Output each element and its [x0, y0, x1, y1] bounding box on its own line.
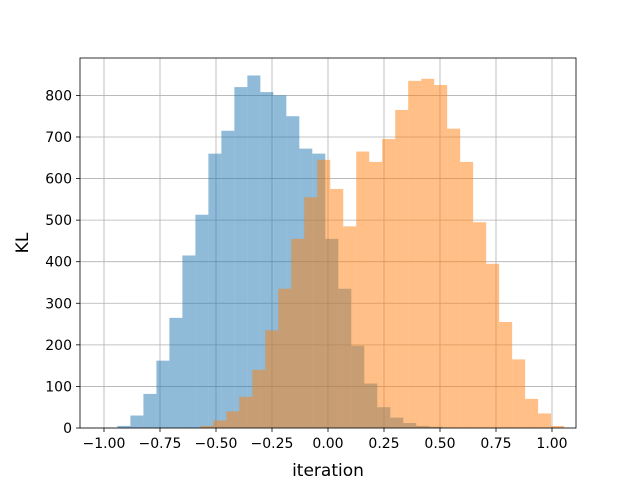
histogram-bar-series-1 [382, 139, 396, 428]
histogram-bar-series-0 [156, 360, 170, 428]
x-tick-label: −0.25 [251, 436, 294, 452]
x-tick-label: 0.25 [368, 436, 399, 452]
x-tick-label: −0.50 [195, 436, 238, 452]
histogram-bar-series-1 [304, 197, 318, 428]
x-tick-label: 1.00 [536, 436, 567, 452]
y-tick-label: 0 [63, 421, 72, 437]
axis-ticks: −1.00 −0.75 −0.50 −0.25 0.00 0.25 0.50 0.75 1.00… [45, 88, 567, 452]
y-tick-label: 100 [45, 379, 72, 395]
histogram-bar-series-1 [447, 128, 461, 428]
y-tick-label: 700 [45, 130, 72, 146]
histogram-bar-series-0 [195, 214, 209, 428]
histogram-bar-series-1 [486, 263, 500, 428]
histogram-bar-series-0 [182, 255, 196, 428]
histogram-bar-series-0 [143, 393, 157, 428]
histogram-bar-series-1 [434, 85, 448, 429]
x-tick-label: −0.75 [139, 436, 182, 452]
x-tick-label: −1.00 [83, 436, 126, 452]
histogram-bar-series-1 [213, 420, 227, 428]
histogram-bar-series-1 [200, 425, 214, 428]
histogram-bar-series-0 [130, 415, 144, 428]
histogram-bar-series-1 [226, 411, 240, 428]
y-tick-label: 600 [45, 172, 72, 188]
y-tick-label: 800 [45, 88, 72, 104]
histogram-bar-series-1 [252, 369, 266, 428]
histogram-bar-series-1 [551, 425, 565, 428]
histogram-bar-series-1 [421, 78, 435, 429]
x-tick-label: 0.50 [424, 436, 455, 452]
y-tick-label: 300 [45, 296, 72, 312]
x-tick-label: 0.75 [480, 436, 511, 452]
histogram-bar-series-1 [317, 159, 331, 428]
histogram-bar-series-1 [408, 80, 422, 428]
y-axis-label: KL [13, 232, 33, 253]
histogram-bar-series-1 [395, 109, 409, 428]
histogram-bar-series-1 [239, 396, 253, 428]
histogram-bar-series-1 [291, 238, 305, 428]
y-tick-label: 500 [45, 213, 72, 229]
y-tick-label: 200 [45, 338, 72, 354]
histogram-bar-series-1 [538, 413, 552, 428]
histogram-bar-series-1 [278, 288, 292, 428]
histogram-bar-series-1 [330, 188, 344, 428]
histogram-bar-series-1 [499, 321, 513, 428]
histogram-bar-series-1 [356, 151, 370, 429]
histogram-bar-series-0 [247, 75, 261, 429]
histogram-bar-series-0 [169, 317, 183, 428]
histogram-bar-series-0 [221, 130, 235, 428]
bars [117, 75, 565, 429]
histogram-bar-series-1 [265, 330, 279, 428]
histogram-bar-series-1 [473, 222, 487, 428]
histogram-bar-series-0 [234, 87, 248, 428]
histogram-bar-series-1 [343, 226, 357, 428]
histogram-bar-series-0 [208, 153, 222, 428]
histogram-bar-series-1 [525, 398, 539, 428]
x-tick-label: 0.00 [312, 436, 343, 452]
histogram-bar-series-1 [460, 161, 474, 428]
histogram-bar-series-1 [512, 359, 526, 428]
histogram-bar-series-1 [369, 161, 383, 428]
histogram-bar-series-0 [117, 425, 131, 428]
x-axis-label: iteration [292, 461, 364, 480]
y-tick-label: 400 [45, 255, 72, 271]
